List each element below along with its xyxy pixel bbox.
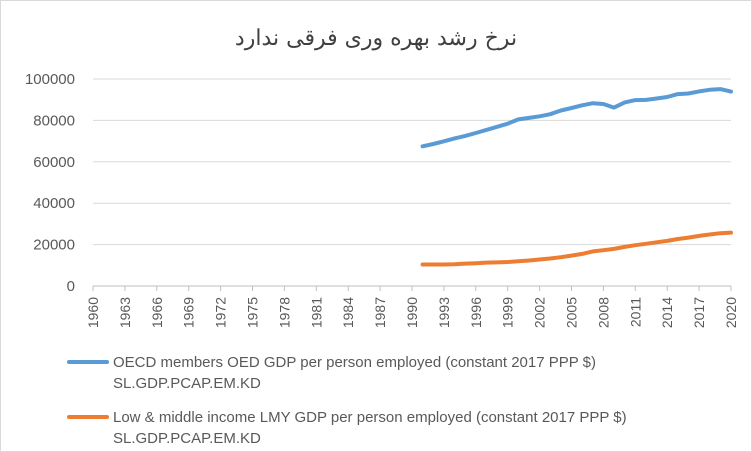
x-tick-label: 1972 <box>213 297 229 328</box>
x-tick-label: 2008 <box>595 297 611 328</box>
x-tick-label: 1990 <box>404 297 420 328</box>
x-tick-label: 2020 <box>723 297 739 328</box>
x-tick-label: 1996 <box>468 297 484 328</box>
x-tick-label: 1987 <box>372 297 388 328</box>
y-tick-label: 80000 <box>33 112 75 129</box>
x-tick-label: 1993 <box>436 297 452 328</box>
x-tick-label: 1963 <box>117 297 133 328</box>
y-tick-label: 0 <box>67 278 75 295</box>
y-tick-label: 20000 <box>33 237 75 254</box>
legend-entry-1: OECD members OED GDP per person employed… <box>113 354 596 392</box>
x-tick-label: 1960 <box>85 297 101 328</box>
x-axis: 1960 1963 1966 1969 1972 1975 1978 1981 1984 1987… <box>85 286 739 328</box>
gridlines <box>93 78 731 287</box>
x-tick-label: 2017 <box>691 297 707 328</box>
chart-title: نرخ رشد بهره وری فرقی ندارد <box>235 26 517 51</box>
x-tick-label: 2011 <box>627 297 643 327</box>
series-line-2 <box>420 230 733 267</box>
series-lines <box>420 87 733 267</box>
legend-entry-2: Low & middle income LMY GDP per person e… <box>113 409 627 447</box>
y-axis: 0 20000 40000 60000 80000 100000 <box>25 71 75 295</box>
x-tick-label: 2005 <box>564 297 580 328</box>
series-line-1 <box>420 87 733 149</box>
x-tick-label: 1981 <box>308 297 324 328</box>
x-tick-label: 1999 <box>500 297 516 328</box>
y-tick-label: 40000 <box>33 195 75 212</box>
x-tick-label: 1966 <box>149 297 165 328</box>
x-tick-label: 1978 <box>276 297 292 328</box>
y-tick-label: 60000 <box>33 154 75 171</box>
legend: OECD members OED GDP per person employed… <box>67 354 627 447</box>
x-tick-label: 1984 <box>340 297 356 328</box>
x-tick-label: 2002 <box>532 297 548 328</box>
x-tick-label: 2014 <box>659 297 675 328</box>
x-tick-label: 1975 <box>245 297 261 328</box>
y-tick-label: 100000 <box>25 71 75 88</box>
x-tick-label: 1969 <box>181 297 197 328</box>
